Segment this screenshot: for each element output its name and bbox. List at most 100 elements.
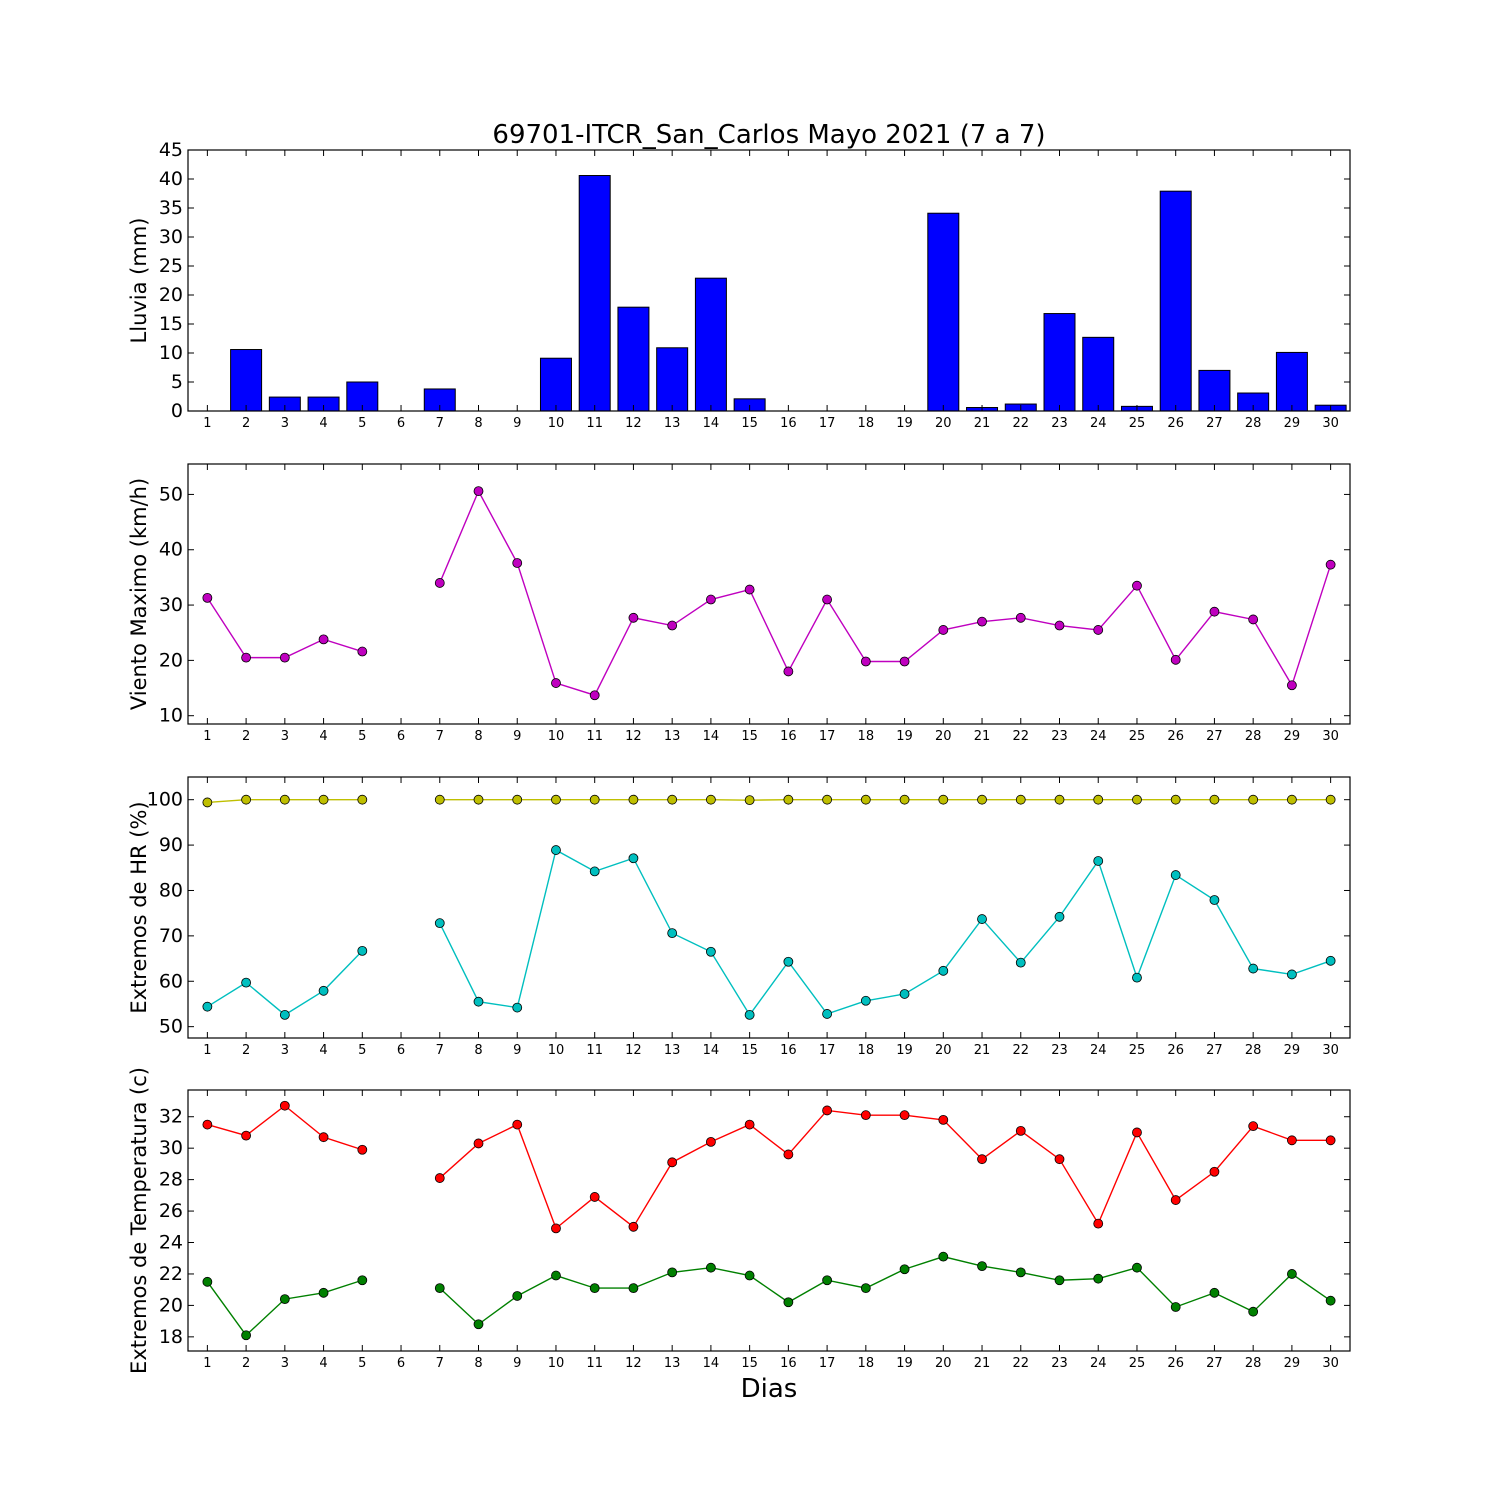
series-1-point-day-7 — [434, 578, 445, 588]
series-1-point-day-30 — [1325, 1135, 1336, 1146]
series-1-point-day-19 — [899, 656, 910, 667]
x-tick-label: 27 — [1206, 729, 1223, 744]
x-tick-label: 9 — [513, 416, 521, 431]
x-tick-label: 16 — [780, 416, 797, 431]
y-tick-label: 30 — [159, 594, 183, 616]
x-tick-label: 11 — [586, 729, 603, 744]
y-tick-label: 10 — [159, 705, 183, 727]
x-tick-label: 4 — [319, 729, 327, 744]
series-2-point-day-21 — [977, 914, 987, 924]
series-2-point-day-14 — [706, 946, 716, 957]
series-1-point-day-10 — [551, 1223, 561, 1234]
bar-day-23 — [1043, 313, 1076, 412]
x-tick-label: 19 — [896, 1043, 913, 1058]
series-2-point-day-28 — [1248, 963, 1259, 974]
x-tick-label: 21 — [974, 416, 991, 431]
x-tick-label: 17 — [819, 416, 836, 431]
series-1-point-day-16 — [783, 1149, 794, 1160]
series-1-point-day-21 — [977, 616, 987, 627]
series-2-point-day-11 — [589, 866, 600, 877]
series-1-point-day-25 — [1132, 1127, 1142, 1138]
series-2-point-day-16 — [783, 1297, 794, 1308]
x-tick-label: 13 — [664, 416, 681, 431]
x-tick-label: 1 — [203, 1043, 211, 1058]
series-1-line-segment-2 — [439, 1109, 1331, 1230]
x-tick-label: 4 — [319, 416, 327, 431]
series-2-point-day-30 — [1325, 955, 1336, 966]
x-tick-label: 8 — [474, 416, 482, 431]
y-tick-label: 32 — [159, 1106, 183, 1128]
y-tick-label: 30 — [159, 226, 183, 248]
series-2-point-day-13 — [667, 928, 678, 939]
series-2-point-day-25 — [1132, 972, 1142, 983]
series-2-point-day-1 — [202, 1001, 213, 1012]
y-axis-label: Extremos de HR (%) — [127, 801, 151, 1013]
x-tick-label: 26 — [1167, 1356, 1184, 1371]
series-1-point-day-1 — [202, 1119, 213, 1130]
y-tick-label: 20 — [159, 649, 183, 671]
x-tick-label: 21 — [974, 1043, 991, 1058]
series-2-point-day-10 — [551, 1270, 561, 1281]
x-tick-label: 12 — [625, 1356, 642, 1371]
x-tick-label: 27 — [1206, 1043, 1223, 1058]
series-2-point-day-12 — [628, 1283, 639, 1294]
series-1-point-day-5 — [357, 794, 368, 805]
series-1-point-day-12 — [628, 1221, 639, 1232]
series-2-point-day-17 — [822, 1275, 832, 1286]
x-tick-label: 17 — [819, 1043, 836, 1058]
x-tick-label: 16 — [780, 1356, 797, 1371]
x-tick-label: 8 — [474, 1356, 482, 1371]
series-2-point-day-15 — [744, 1270, 755, 1281]
x-tick-label: 28 — [1245, 1043, 1262, 1058]
series-2-point-day-9 — [512, 1291, 523, 1301]
x-tick-label: 9 — [513, 1043, 521, 1058]
x-tick-label: 7 — [436, 416, 444, 431]
x-tick-label: 11 — [586, 1043, 603, 1058]
series-2-point-day-4 — [318, 1287, 329, 1298]
series-1-point-day-22 — [1015, 1125, 1026, 1136]
x-tick-label: 30 — [1322, 416, 1339, 431]
x-tick-label: 5 — [358, 729, 366, 744]
x-tick-label: 24 — [1090, 416, 1107, 431]
x-tick-label: 6 — [397, 1356, 405, 1371]
series-2-point-day-14 — [706, 1262, 716, 1273]
series-1-point-day-26 — [1170, 654, 1181, 665]
series-1-point-day-16 — [783, 666, 794, 677]
plot-area — [188, 150, 1350, 411]
series-2-point-day-20 — [938, 1251, 949, 1262]
series-1-point-day-28 — [1248, 614, 1259, 625]
series-1-point-day-20 — [938, 794, 949, 805]
series-2-point-day-27 — [1209, 895, 1220, 905]
x-tick-label: 20 — [935, 416, 952, 431]
series-1-point-day-23 — [1054, 620, 1065, 631]
series-1-point-day-1 — [202, 797, 213, 808]
x-tick-label: 12 — [625, 416, 642, 431]
series-1-point-day-11 — [589, 1192, 600, 1202]
x-tick-label: 18 — [858, 1043, 875, 1058]
series-2-point-day-29 — [1287, 969, 1297, 980]
x-tick-label: 15 — [741, 1043, 758, 1058]
series-2-line-segment-2 — [439, 849, 1331, 1017]
x-tick-label: 6 — [397, 1043, 405, 1058]
x-tick-label: 5 — [358, 1043, 366, 1058]
series-2-point-day-5 — [357, 945, 368, 956]
x-tick-label: 24 — [1090, 1043, 1107, 1058]
series-1-point-day-8 — [473, 794, 484, 805]
x-tick-label: 26 — [1167, 416, 1184, 431]
series-1-point-day-17 — [822, 594, 832, 605]
series-2-point-day-26 — [1170, 870, 1181, 880]
x-tick-label: 1 — [203, 729, 211, 744]
y-tick-label: 26 — [159, 1200, 183, 1222]
plot-frame — [187, 1089, 1351, 1352]
series-2-point-day-12 — [628, 853, 639, 864]
x-tick-label: 10 — [548, 1356, 565, 1371]
series-1-point-day-17 — [822, 1105, 832, 1116]
series-1-point-day-23 — [1054, 1154, 1065, 1165]
x-tick-label: 25 — [1129, 416, 1146, 431]
x-tick-label: 22 — [1012, 1043, 1029, 1058]
series-1-point-day-4 — [318, 1132, 329, 1143]
series-1-point-day-28 — [1248, 1121, 1259, 1132]
series-2-point-day-19 — [899, 989, 910, 999]
x-tick-label: 10 — [548, 729, 565, 744]
series-1-point-day-21 — [977, 794, 987, 805]
